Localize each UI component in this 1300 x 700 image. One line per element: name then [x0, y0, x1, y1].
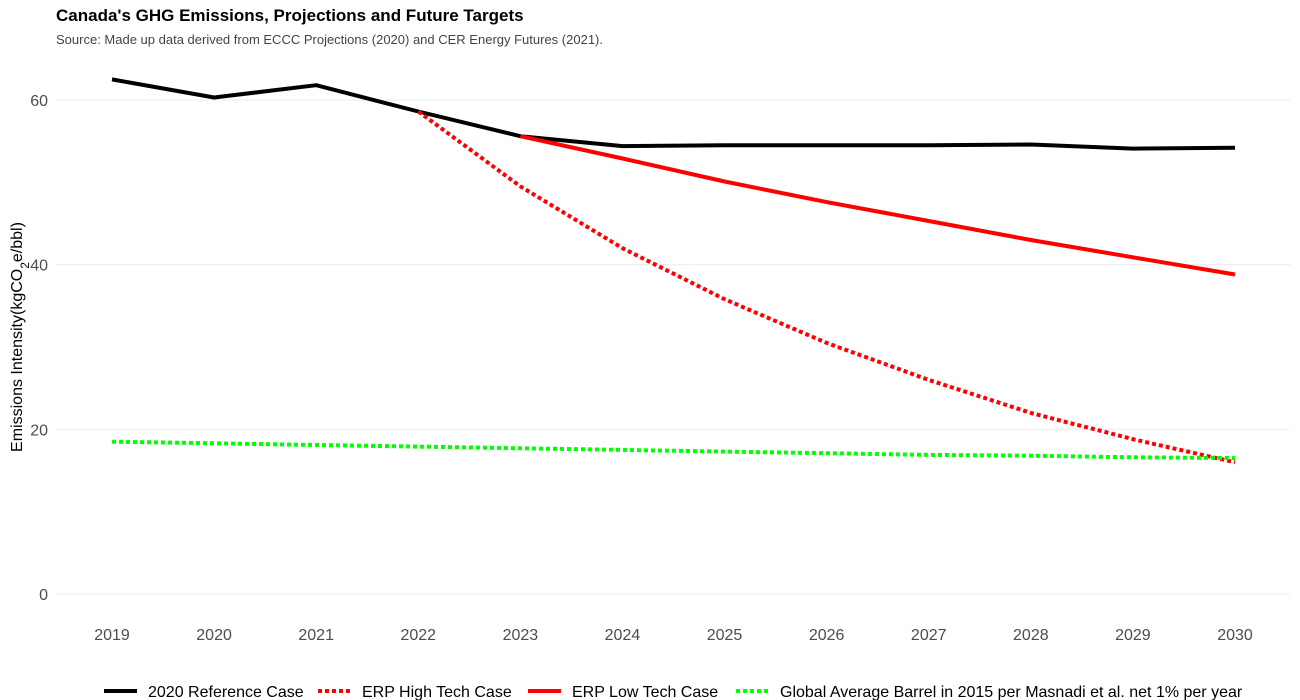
series-line-2 — [417, 109, 1236, 465]
gridlines — [56, 99, 1290, 595]
x-tick-label: 2025 — [707, 627, 743, 644]
x-tick-label: 2022 — [400, 627, 436, 644]
x-tick-label: 2029 — [1115, 627, 1151, 644]
x-tick-labels: 2019 2020 2021 2022 2023 2024 2025 2026 2027 2028… — [94, 627, 1253, 644]
y-tick-label: 60 — [30, 93, 48, 110]
series-line-1 — [111, 77, 1236, 151]
legend-label-4: Global Average Barrel in 2015 per Masnad… — [780, 684, 1243, 700]
x-tick-label: 2028 — [1013, 627, 1049, 644]
chart-title: Canada's GHG Emissions, Projections and … — [56, 6, 524, 25]
y-tick-labels: 0 20 40 60 — [30, 93, 48, 604]
legend-label-1: 2020 Reference Case — [148, 684, 304, 700]
x-tick-label: 2023 — [503, 627, 539, 644]
y-tick-label: 40 — [30, 258, 48, 275]
series-line-3 — [519, 134, 1236, 277]
legend-label-2: ERP High Tech Case — [362, 684, 512, 700]
x-tick-label: 2019 — [94, 627, 130, 644]
series-line-4 — [111, 439, 1236, 461]
series-lines — [111, 77, 1236, 465]
x-tick-label: 2026 — [809, 627, 845, 644]
y-tick-label: 0 — [39, 587, 48, 604]
x-tick-label: 2024 — [605, 627, 641, 644]
x-tick-label: 2020 — [196, 627, 232, 644]
x-tick-label: 2021 — [298, 627, 334, 644]
chart-subtitle: Source: Made up data derived from ECCC P… — [56, 32, 603, 47]
y-tick-label: 20 — [30, 422, 48, 439]
legend: 2020 Reference Case ERP High Tech Case ERP… — [104, 684, 1243, 700]
y-axis-label: Emissions Intensity(kgCO2e/bbl) — [9, 222, 32, 452]
x-tick-label: 2027 — [911, 627, 947, 644]
legend-label-3: ERP Low Tech Case — [572, 684, 718, 700]
x-tick-label: 2030 — [1217, 627, 1253, 644]
